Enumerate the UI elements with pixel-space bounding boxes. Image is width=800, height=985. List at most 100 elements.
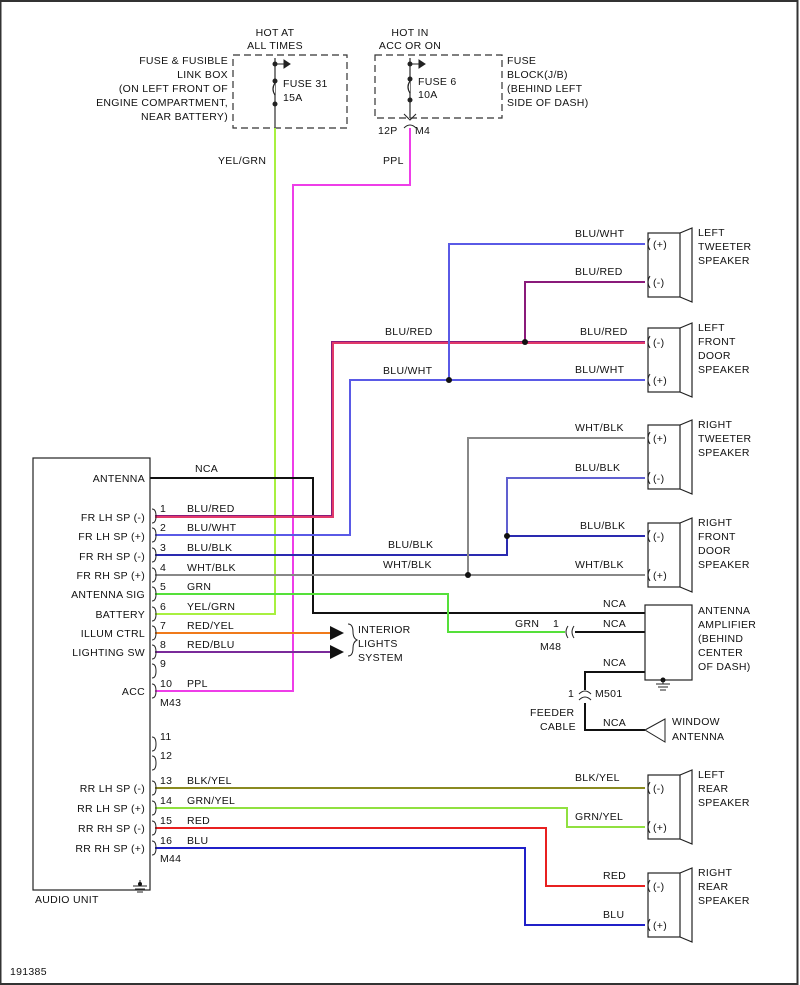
audio-unit-title: AUDIO UNIT xyxy=(35,894,99,906)
amplifier-label: (BEHIND xyxy=(698,633,743,645)
pin-number: 1 xyxy=(160,503,166,515)
speaker-cone-icon xyxy=(679,517,693,593)
pin-number: 3 xyxy=(160,542,166,554)
pin-connector-icon xyxy=(151,800,157,816)
feeder-label: FEEDER xyxy=(530,707,575,719)
speaker: RIGHT REAR SPEAKER (-) RED (+) BLU xyxy=(603,867,750,943)
terminal-label: BATTERY xyxy=(95,609,145,621)
terminal-label: FR RH SP (+) xyxy=(77,570,145,582)
speaker-label: TWEETER xyxy=(698,433,752,445)
terminal-connector-icon xyxy=(647,918,651,932)
wire-label: YEL/GRN xyxy=(218,155,266,167)
terminal-polarity: (+) xyxy=(653,239,667,251)
terminal-label: RR LH SP (+) xyxy=(77,803,145,815)
pin-number: 1 xyxy=(553,618,559,630)
pin-connector-icon xyxy=(151,663,157,679)
pin-number: 2 xyxy=(160,522,166,534)
hot-label: ACC OR ON xyxy=(379,40,441,52)
wire-wht-blk-tweeter xyxy=(467,437,645,575)
fuse-label: FUSE 31 xyxy=(283,78,328,90)
fuse-block-jb: HOT IN ACC OR ON FUSE BLOCK(J/B) (BEHIND… xyxy=(374,27,589,167)
pin-wire-label: BLU xyxy=(187,835,208,847)
pin-connector-icon xyxy=(151,567,157,583)
speaker-cone-icon xyxy=(679,322,693,398)
fuse-block-outline xyxy=(374,54,503,119)
connector-label: M48 xyxy=(540,641,561,653)
terminal-label: RR LH SP (-) xyxy=(80,783,145,795)
feeder-label: CABLE xyxy=(540,721,576,733)
pin-number: 9 xyxy=(160,658,166,670)
wire-stripe xyxy=(155,342,645,518)
wires xyxy=(150,128,645,926)
speaker-label: RIGHT xyxy=(698,517,732,529)
speaker-box xyxy=(647,774,681,840)
arrow-icon xyxy=(275,59,291,69)
wire-blu xyxy=(155,847,645,926)
speaker-label: DOOR xyxy=(698,545,731,557)
pin-connector-icon xyxy=(151,780,157,796)
wire-yel-grn xyxy=(155,128,276,615)
fuse-icon xyxy=(272,82,276,96)
speaker-box xyxy=(647,232,681,298)
speaker-label: FRONT xyxy=(698,336,736,348)
wire-label: BLU/BLK xyxy=(388,539,433,551)
terminal-polarity: (+) xyxy=(653,920,667,932)
pin-number: 10 xyxy=(160,678,172,690)
antenna-amplifier: ANTENNA AMPLIFIER (BEHIND CENTER OF DASH… xyxy=(515,598,756,743)
pin-connector-icon xyxy=(151,644,157,660)
pin-connector-icon xyxy=(151,755,157,771)
wire-label: RED xyxy=(603,870,626,882)
terminal-connector-icon xyxy=(647,237,651,251)
pin-wire-label: BLU/WHT xyxy=(187,522,237,534)
hot-label: HOT IN xyxy=(391,27,428,39)
pin-connector-icon xyxy=(151,586,157,602)
wire-label: GRN/YEL xyxy=(575,811,623,823)
speaker: LEFT TWEETER SPEAKER (+) BLU/WHT (-) BLU/RED xyxy=(575,227,751,303)
window-antenna-label: WINDOW xyxy=(672,716,720,728)
terminal-label: FR RH SP (-) xyxy=(79,551,145,563)
terminal-label: RR RH SP (+) xyxy=(75,843,145,855)
fuse-icon xyxy=(407,76,413,82)
terminal-label: FR LH SP (+) xyxy=(78,531,145,543)
location-label: NEAR BATTERY) xyxy=(141,111,228,123)
terminal-polarity: (-) xyxy=(653,881,664,893)
terminal-polarity: (+) xyxy=(653,375,667,387)
location-label: SIDE OF DASH) xyxy=(507,97,589,109)
speaker-label: DOOR xyxy=(698,350,731,362)
connector-icon xyxy=(403,113,417,129)
pin-connector-icon xyxy=(151,683,157,699)
pin-number: 1 xyxy=(568,688,574,700)
wire-ppl xyxy=(155,128,411,692)
wire-grn xyxy=(155,593,565,633)
ground-icon xyxy=(138,882,142,886)
terminal-polarity: (-) xyxy=(653,531,664,543)
pin-number: 6 xyxy=(160,601,166,613)
speaker-label: REAR xyxy=(698,881,728,893)
pin-connector-icon xyxy=(151,527,157,543)
terminal-label: ANTENNA SIG xyxy=(71,589,145,601)
terminal-polarity: (-) xyxy=(653,473,664,485)
fuse-rating: 15A xyxy=(283,92,303,104)
audio-unit-box xyxy=(32,457,151,891)
pin-number: 7 xyxy=(160,620,166,632)
wire-red xyxy=(155,827,645,887)
splice-dots xyxy=(446,339,528,578)
pin-number: 5 xyxy=(160,581,166,593)
wire-label: BLU/WHT xyxy=(575,228,625,240)
antenna-amplifier-box xyxy=(644,604,693,681)
speaker-label: LEFT xyxy=(698,227,725,239)
pin-connector-icon xyxy=(151,606,157,622)
speaker-cone-icon xyxy=(679,419,693,495)
pin-connector-icon xyxy=(151,508,157,524)
connector-label: M44 xyxy=(160,853,181,865)
terminal-connector-icon xyxy=(647,879,651,893)
speaker-label: SPEAKER xyxy=(698,559,750,571)
wire-label: BLU/RED xyxy=(385,326,433,338)
speaker-label: LEFT xyxy=(698,769,725,781)
pin-connector-icon xyxy=(151,736,157,752)
figure-id: 191385 xyxy=(10,966,47,978)
speaker-label: LEFT xyxy=(698,322,725,334)
speaker-box xyxy=(647,522,681,588)
speaker-label: RIGHT xyxy=(698,419,732,431)
connector-icon xyxy=(565,625,575,639)
